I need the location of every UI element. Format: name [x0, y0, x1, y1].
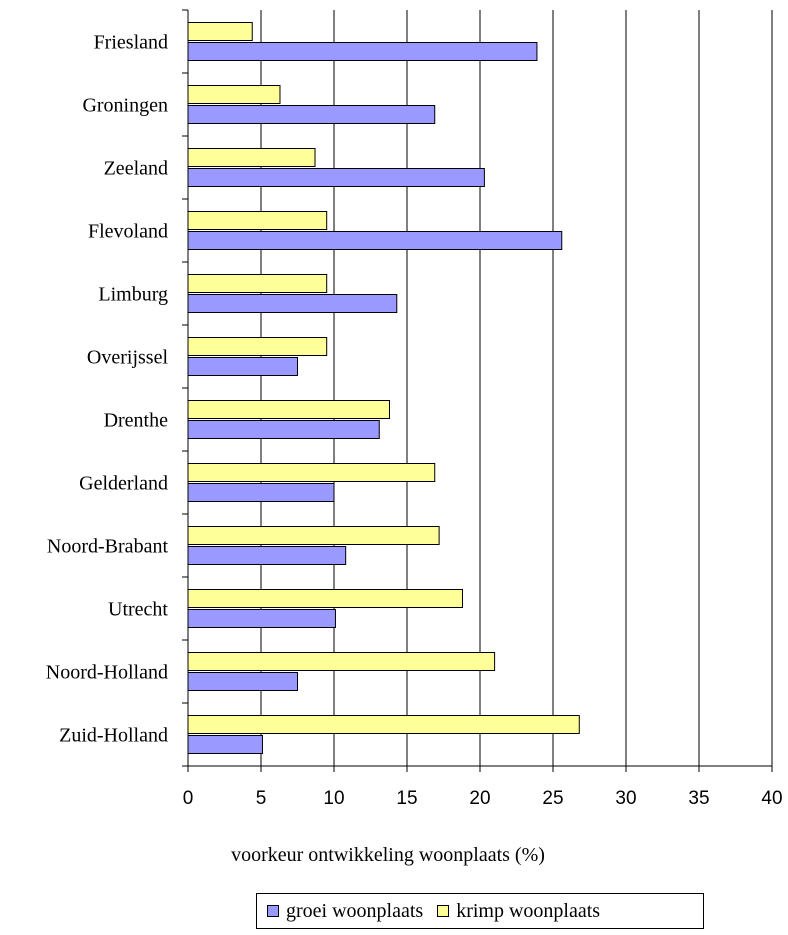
x-tick-label: 35: [688, 788, 709, 809]
category-label: Flevoland: [88, 221, 168, 243]
category-label: Overijssel: [87, 347, 169, 369]
bar-krimp: [187, 22, 253, 41]
bar-krimp: [187, 463, 436, 482]
bar-krimp: [187, 148, 316, 167]
category-label: Groningen: [82, 95, 168, 117]
bar-krimp: [187, 589, 463, 608]
category-label: Utrecht: [108, 599, 168, 621]
bar-krimp: [187, 400, 390, 419]
category-label: Drenthe: [104, 410, 169, 432]
bar-groei: [187, 483, 335, 502]
grid-lines: [260, 10, 773, 766]
bar-groei: [187, 42, 538, 61]
legend-item-krimp: krimp woonplaats: [437, 900, 600, 923]
bar-krimp: [187, 652, 496, 671]
bar-groei: [187, 672, 298, 691]
x-tick-label: 40: [761, 788, 782, 809]
bar-krimp: [187, 715, 580, 734]
category-label: Zeeland: [104, 158, 168, 180]
bar-groei: [187, 231, 563, 250]
bar-groei: [187, 546, 347, 565]
bar-groei: [187, 357, 298, 376]
bar-krimp: [187, 85, 281, 104]
x-tick-label: 30: [615, 788, 636, 809]
category-label: Noord-Brabant: [47, 536, 169, 558]
bar-groei: [187, 168, 485, 187]
bar-krimp: [187, 211, 328, 230]
bar-groei: [187, 294, 398, 313]
x-tick-label: 15: [396, 788, 417, 809]
bar-krimp: [187, 337, 328, 356]
legend: groei woonplaats krimp woonplaats: [256, 893, 704, 929]
x-tick-label: 20: [469, 788, 490, 809]
bars: [187, 22, 580, 754]
category-label: Noord-Holland: [46, 662, 168, 684]
category-label: Gelderland: [79, 473, 168, 495]
x-tick-label: 25: [542, 788, 563, 809]
legend-swatch-krimp: [437, 905, 450, 917]
axes: [182, 9, 773, 772]
category-label: Friesland: [94, 32, 168, 54]
bar-groei: [187, 105, 436, 124]
legend-item-groei: groei woonplaats: [267, 900, 423, 923]
x-tick-label: 10: [323, 788, 344, 809]
bar-groei: [187, 420, 380, 439]
x-axis-title: voorkeur ontwikkeling woonplaats (%): [231, 844, 545, 866]
labels: 0 5 10 15 20 25 30 35 40 Friesland Groningen Zeelan…: [46, 32, 783, 810]
category-label: Zuid-Holland: [59, 725, 168, 747]
legend-swatch-groei: [267, 905, 279, 917]
x-tick-label: 0: [183, 788, 194, 809]
bar-krimp: [187, 526, 440, 545]
bar-groei: [187, 735, 263, 754]
category-label: Limburg: [98, 284, 168, 306]
bar-krimp: [187, 274, 328, 293]
bar-groei: [187, 609, 336, 628]
x-tick-label: 5: [256, 788, 267, 809]
legend-label-krimp: krimp woonplaats: [456, 899, 601, 922]
legend-label-groei: groei woonplaats: [286, 899, 424, 922]
